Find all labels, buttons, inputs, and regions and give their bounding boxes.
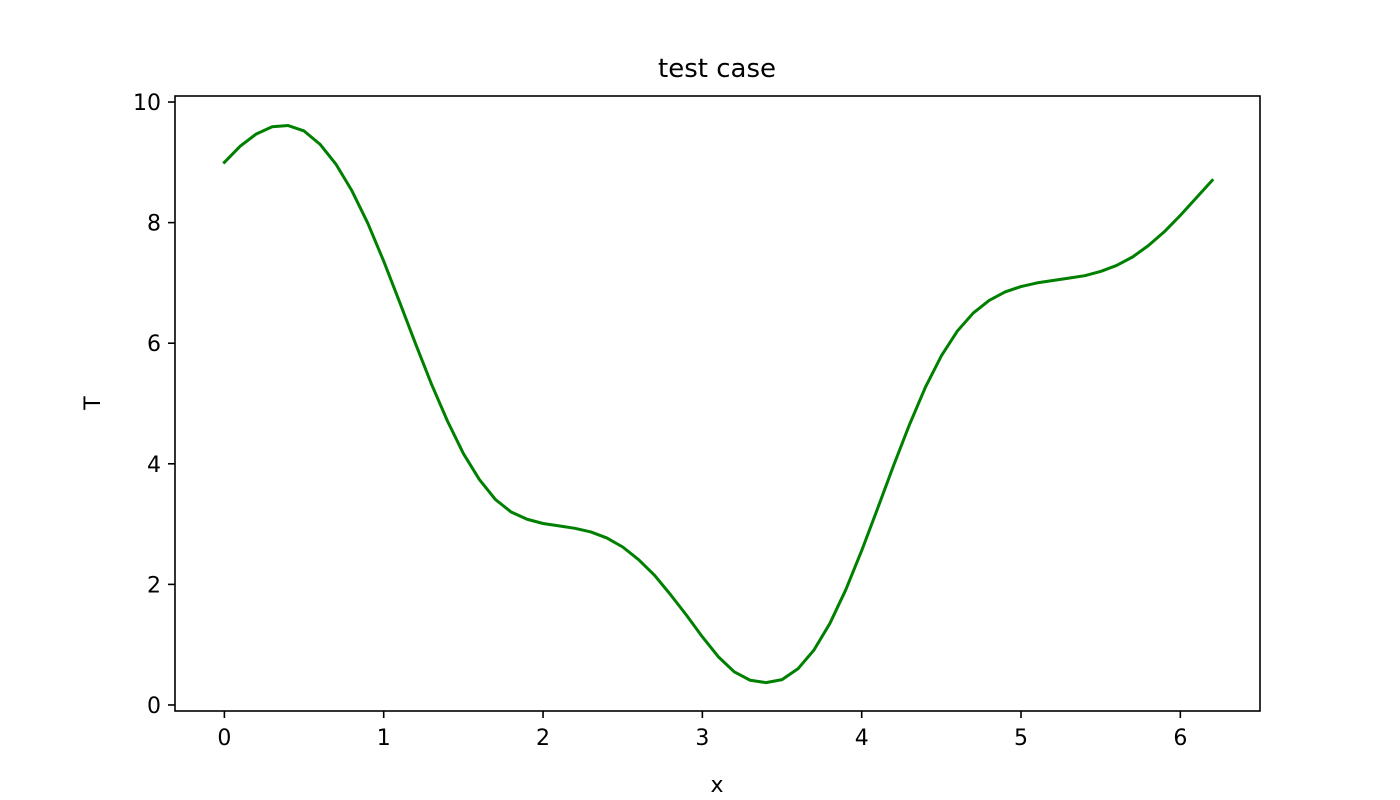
x-tick-label: 6 bbox=[1173, 726, 1187, 751]
plot-area bbox=[174, 95, 1261, 712]
y-tick-label: 0 bbox=[147, 694, 161, 719]
axes-frame bbox=[174, 95, 1261, 712]
x-tick-label: 5 bbox=[1014, 726, 1028, 751]
y-axis-ticks: 0 2 4 6 8 10 bbox=[133, 91, 175, 719]
y-tick-label: 2 bbox=[147, 573, 161, 598]
series-line-0 bbox=[222, 124, 1215, 685]
y-tick-label: 6 bbox=[147, 332, 161, 357]
x-tick-label: 3 bbox=[695, 726, 709, 751]
y-tick-label: 10 bbox=[133, 91, 161, 116]
x-tick-label: 0 bbox=[217, 726, 231, 751]
chart-title: test case bbox=[658, 54, 776, 84]
x-tick-label: 2 bbox=[536, 726, 550, 751]
x-axis-label: x bbox=[710, 773, 723, 798]
y-tick-label: 4 bbox=[147, 453, 161, 478]
x-axis-ticks: 0 1 2 3 4 5 6 bbox=[217, 711, 1187, 751]
y-tick-label: 8 bbox=[147, 212, 161, 237]
y-axis-label: T bbox=[81, 396, 106, 411]
x-tick-label: 4 bbox=[855, 726, 869, 751]
x-tick-label: 1 bbox=[377, 726, 391, 751]
